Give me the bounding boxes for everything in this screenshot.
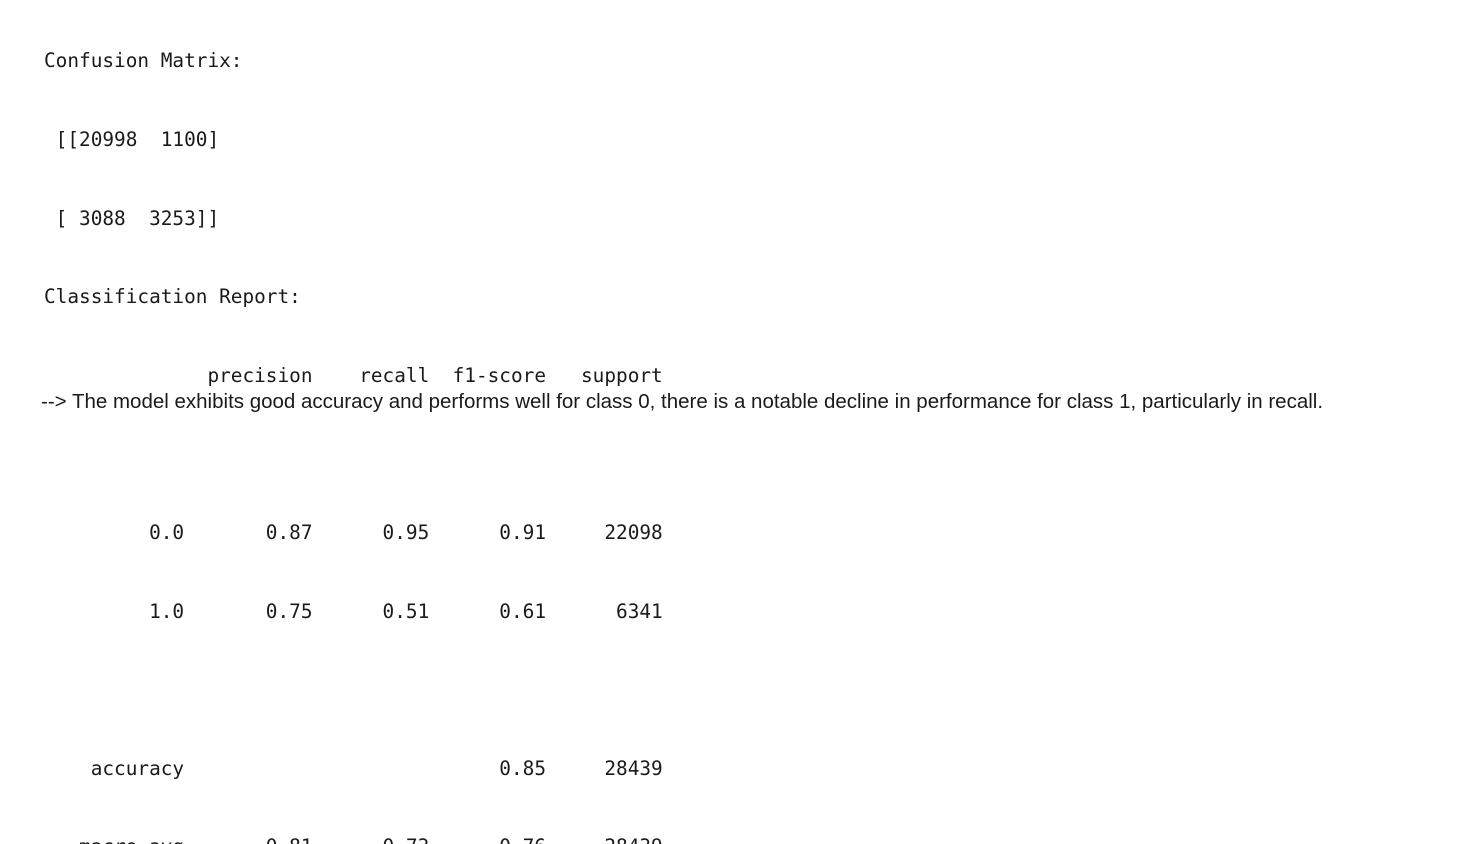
classification-report-header: precision recall f1-score support	[44, 363, 663, 387]
blank-line	[44, 677, 663, 703]
summary-row-macro-avg: macro avg 0.81 0.73 0.76 28439	[44, 834, 663, 844]
commentary-text: --> The model exhibits good accuracy and…	[41, 390, 1324, 413]
confusion-matrix-row: [[20998 1100]	[44, 128, 220, 151]
cell-output: Confusion Matrix: [[20998 1100] [ 3088 3…	[44, 0, 663, 844]
classification-report-row: 1.0 0.75 0.51 0.61 6341	[44, 599, 663, 623]
classification-report-title: Classification Report:	[44, 285, 301, 309]
confusion-matrix-title: Confusion Matrix:	[44, 49, 243, 73]
blank-line	[44, 441, 663, 467]
summary-row-accuracy: accuracy 0.85 28439	[44, 756, 663, 780]
confusion-matrix-row: [ 3088 3253]]	[44, 206, 220, 230]
classification-report-row: 0.0 0.87 0.95 0.91 22098	[44, 520, 663, 544]
